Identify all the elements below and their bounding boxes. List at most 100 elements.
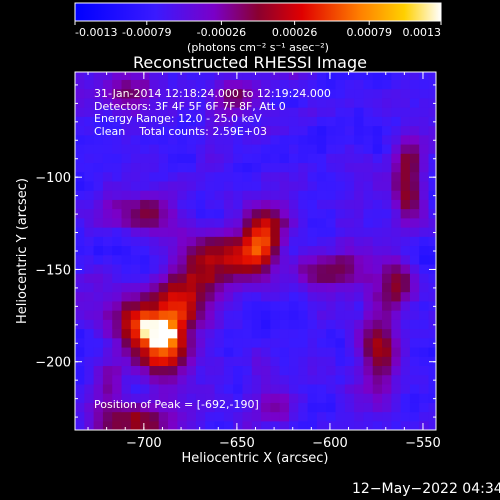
- heatmap-cell: [233, 79, 244, 90]
- heatmap-cell: [130, 143, 141, 154]
- heatmap-cell: [149, 97, 160, 108]
- heatmap-cell: [288, 190, 299, 200]
- heatmap-cell: [186, 383, 197, 394]
- heatmap-cell: [168, 97, 178, 108]
- heatmap-cell: [409, 72, 420, 80]
- heatmap-cell: [93, 319, 104, 330]
- heatmap-cell: [168, 72, 178, 80]
- heatmap-cell: [84, 393, 95, 403]
- heatmap-cell: [149, 365, 160, 376]
- heatmap-cell: [195, 300, 206, 311]
- heatmap-cell: [93, 393, 104, 403]
- heatmap-cell: [251, 273, 262, 283]
- heatmap-cell: [354, 291, 365, 302]
- heatmap-cell: [298, 180, 309, 191]
- heatmap-cell: [149, 346, 160, 357]
- heatmap-cell: [372, 310, 383, 320]
- heatmap-cell: [140, 291, 151, 302]
- heatmap-cell: [93, 217, 104, 228]
- heatmap-cell: [205, 393, 216, 403]
- heatmap-cell: [177, 310, 188, 320]
- heatmap-cell: [270, 107, 281, 117]
- heatmap-cell: [419, 217, 430, 228]
- heatmap-cell: [214, 263, 225, 274]
- heatmap-cell: [121, 328, 132, 339]
- heatmap-cell: [121, 79, 132, 90]
- heatmap-cell: [186, 190, 197, 200]
- heatmap-cell: [195, 273, 206, 283]
- heatmap-cell: [195, 180, 206, 191]
- heatmap-cell: [112, 190, 123, 200]
- heatmap-cell: [307, 310, 318, 320]
- heatmap-cell: [102, 134, 113, 145]
- heatmap-cell: [363, 97, 374, 108]
- heatmap-cell: [307, 199, 318, 210]
- heatmap-cell: [112, 79, 123, 90]
- heatmap-cell: [344, 282, 355, 293]
- heatmap-cell: [307, 180, 318, 191]
- heatmap-cell: [428, 337, 436, 348]
- heatmap-cell: [149, 254, 160, 265]
- heatmap-cell: [140, 374, 151, 385]
- heatmap-cell: [372, 245, 383, 256]
- heatmap-cell: [428, 143, 436, 154]
- heatmap-cell: [102, 402, 113, 413]
- heatmap-cell: [382, 420, 392, 430]
- heatmap-cell: [307, 328, 318, 339]
- heatmap-cell: [279, 199, 290, 210]
- heatmap-cell: [288, 402, 299, 413]
- heatmap-cell: [288, 208, 299, 219]
- heatmap-cell: [93, 162, 104, 173]
- heatmap-cell: [428, 356, 436, 367]
- heatmap-cell: [326, 337, 337, 348]
- heatmap-cell: [75, 153, 85, 164]
- heatmap-cell: [233, 217, 244, 228]
- heatmap-cell: [400, 346, 411, 357]
- heatmap-cell: [158, 402, 169, 413]
- heatmap-cell: [279, 328, 290, 339]
- heatmap-cell: [93, 273, 104, 283]
- heatmap-cell: [428, 254, 436, 265]
- heatmap-cell: [168, 273, 178, 283]
- heatmap-cell: [149, 171, 160, 182]
- heatmap-cell: [428, 291, 436, 302]
- heatmap-cell: [409, 116, 420, 127]
- heatmap-cell: [428, 300, 436, 311]
- heatmap-cell: [121, 171, 132, 182]
- heatmap-cell: [372, 88, 383, 99]
- heatmap-cell: [102, 420, 113, 430]
- heatmap-cell: [409, 107, 420, 117]
- heatmap-cell: [344, 319, 355, 330]
- heatmap-cell: [205, 199, 216, 210]
- heatmap-cell: [391, 208, 402, 219]
- heatmap-cell: [428, 245, 436, 256]
- heatmap-cell: [158, 153, 169, 164]
- heatmap-cell: [93, 291, 104, 302]
- heatmap-cell: [391, 199, 402, 210]
- heatmap-cell: [93, 72, 104, 80]
- heatmap-cell: [112, 356, 123, 367]
- heatmap-cell: [298, 411, 309, 422]
- heatmap-cell: [288, 420, 299, 430]
- heatmap-cell: [195, 162, 206, 173]
- heatmap-cell: [242, 254, 253, 265]
- heatmap-cell: [419, 282, 430, 293]
- heatmap-cell: [400, 420, 411, 430]
- heatmap-cell: [419, 180, 430, 191]
- heatmap-cell: [400, 273, 411, 283]
- heatmap-cell: [288, 171, 299, 182]
- heatmap-cell: [335, 383, 346, 394]
- heatmap-cell: [205, 208, 216, 219]
- heatmap-cell: [251, 107, 262, 117]
- heatmap-cell: [335, 88, 346, 99]
- heatmap-cell: [186, 337, 197, 348]
- heatmap-cell: [121, 208, 132, 219]
- heatmap-cell: [298, 393, 309, 403]
- heatmap-cell: [428, 162, 436, 173]
- x-axis-label: Heliocentric X (arcsec): [182, 451, 329, 466]
- heatmap-cell: [288, 374, 299, 385]
- heatmap-cell: [158, 107, 169, 117]
- heatmap-cell: [391, 143, 402, 154]
- heatmap-cell: [298, 171, 309, 182]
- heatmap-cell: [316, 365, 327, 376]
